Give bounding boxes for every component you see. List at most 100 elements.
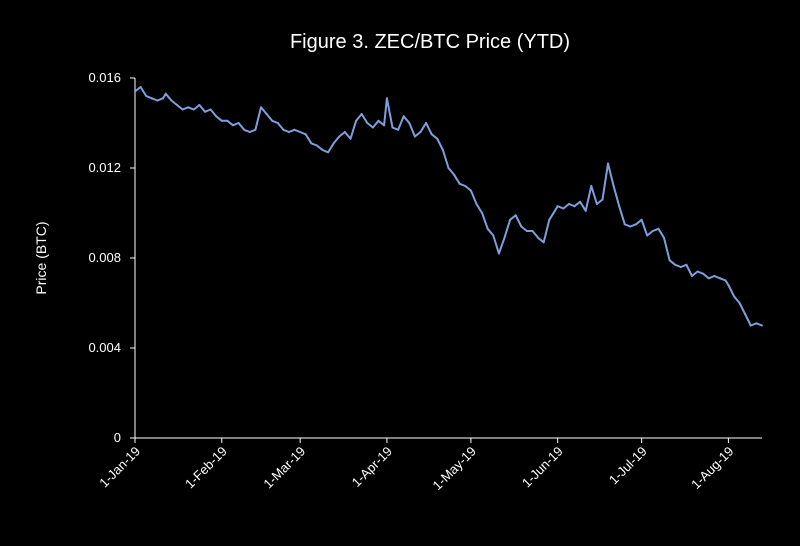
data-point: [282, 128, 285, 131]
data-point: [514, 214, 517, 217]
data-point: [366, 122, 369, 124]
data-point: [548, 218, 551, 221]
data-point: [436, 137, 439, 140]
x-tick-label: 1-Jul-19: [606, 444, 650, 488]
data-point: [343, 131, 346, 133]
data-point: [497, 252, 500, 255]
data-point: [248, 131, 251, 133]
data-point: [315, 144, 318, 147]
data-point: [187, 106, 190, 109]
data-point: [691, 275, 693, 277]
data-point: [719, 277, 721, 280]
data-point: [204, 110, 206, 113]
data-point: [293, 128, 296, 131]
data-point: [525, 230, 528, 232]
data-point: [237, 122, 240, 124]
data-point: [668, 259, 671, 262]
data-point: [265, 113, 268, 115]
data-point: [385, 97, 388, 100]
data-point: [397, 128, 400, 131]
data-point: [590, 185, 593, 187]
data-point: [674, 263, 677, 266]
data-point: [447, 167, 450, 169]
data-point: [601, 198, 604, 201]
data-point: [646, 234, 649, 237]
data-point: [640, 218, 643, 221]
data-point: [651, 230, 654, 232]
data-point: [492, 234, 495, 237]
data-point: [327, 151, 330, 154]
data-point: [562, 207, 565, 210]
data-point: [260, 106, 262, 109]
data-point: [481, 212, 484, 214]
data-point: [145, 95, 148, 97]
data-point: [702, 272, 705, 275]
data-point: [360, 113, 363, 115]
data-point: [150, 97, 153, 100]
data-point: [332, 142, 335, 145]
data-point: [134, 90, 136, 93]
data-point: [304, 133, 307, 136]
data-point: [733, 295, 735, 298]
x-axis-ticks: 1-Jan-19 1-Feb-19 1-Mar-19 1-Apr-19 1-May-19…: [96, 438, 737, 493]
data-point: [663, 236, 665, 239]
data-point: [464, 185, 467, 187]
data-point: [623, 223, 626, 226]
data-point: [232, 124, 234, 127]
data-point: [226, 119, 229, 122]
data-point: [744, 313, 747, 316]
data-point: [749, 324, 752, 327]
data-point: [156, 99, 159, 102]
data-point: [377, 119, 380, 122]
data-point: [629, 225, 632, 228]
data-point: [755, 322, 758, 325]
data-point: [713, 275, 716, 277]
x-tick-label: 1-Feb-19: [182, 444, 230, 492]
data-point: [520, 225, 523, 228]
data-point: [321, 149, 324, 151]
data-point: [556, 205, 559, 208]
data-point: [310, 142, 313, 145]
data-point: [531, 230, 534, 232]
data-point: [243, 128, 246, 131]
data-point: [402, 115, 405, 118]
data-point: [299, 131, 302, 133]
data-point: [192, 108, 195, 111]
data-point: [288, 131, 290, 133]
data-point: [164, 92, 167, 95]
data-point: [355, 119, 358, 122]
data-point: [542, 241, 545, 244]
x-tick-label: 1-May-19: [430, 444, 479, 493]
data-point: [595, 203, 598, 205]
y-tick-label: 0.012: [88, 160, 121, 175]
data-point: [727, 284, 730, 286]
data-point: [209, 108, 212, 111]
data-point: [553, 209, 556, 212]
data-point: [162, 97, 164, 100]
data-point: [425, 122, 428, 124]
chart-title: Figure 3. ZEC/BTC Price (YTD): [290, 31, 570, 53]
data-point: [254, 128, 257, 131]
y-tick-label: 0: [114, 430, 121, 445]
data-point: [503, 236, 506, 239]
data-point: [176, 104, 178, 106]
data-point: [139, 86, 142, 88]
data-point: [338, 135, 341, 138]
y-tick-label: 0.008: [88, 250, 121, 265]
x-tick-label: 1-Mar-19: [260, 444, 308, 492]
data-point: [685, 263, 688, 266]
data-point: [696, 270, 699, 273]
data-point: [509, 218, 512, 221]
data-point: [612, 185, 615, 187]
data-point: [738, 302, 741, 304]
data-point: [271, 119, 274, 122]
data-point: [584, 209, 587, 212]
series-layer: [134, 86, 763, 327]
data-point: [458, 182, 461, 185]
data-point: [761, 324, 763, 327]
data-point: [170, 99, 173, 102]
x-tick-label: 1-Apr-19: [349, 444, 395, 490]
data-point: [579, 200, 582, 203]
data-point: [419, 131, 422, 133]
data-point: [635, 223, 637, 226]
